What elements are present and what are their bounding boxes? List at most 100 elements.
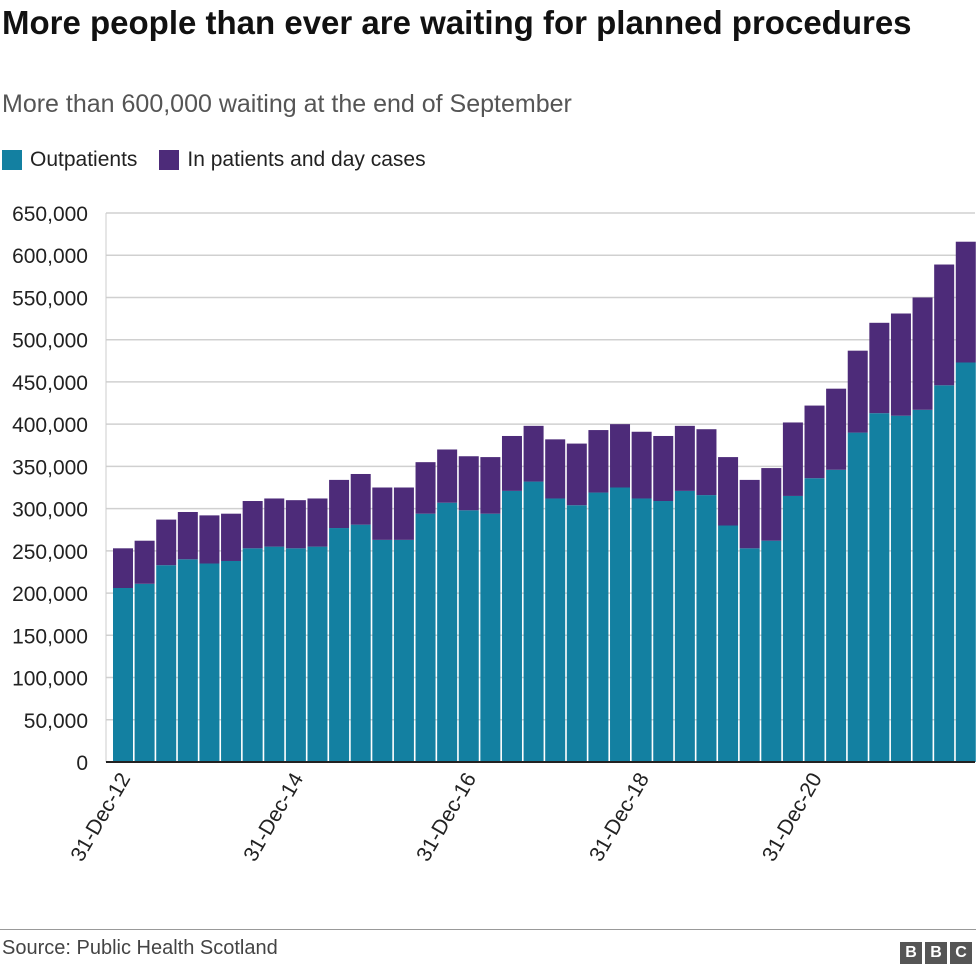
bar-inpatients	[113, 548, 133, 589]
y-tick-label: 150,000	[12, 625, 88, 648]
bar-outpatients	[199, 563, 220, 762]
bar-inpatients	[501, 435, 522, 491]
bar-inpatients	[804, 405, 825, 479]
bar-outpatients	[566, 505, 587, 762]
bar-inpatients	[307, 498, 328, 547]
bar-inpatients	[437, 449, 458, 503]
bar-outpatients	[761, 540, 782, 762]
bar-inpatients	[588, 430, 609, 493]
bar-outpatients	[718, 525, 739, 762]
x-tick-label: 31-Dec-18	[585, 769, 654, 865]
bar-inpatients	[934, 264, 955, 386]
bar-outpatients	[480, 513, 501, 762]
bar-inpatients	[156, 519, 177, 566]
y-tick-label: 550,000	[12, 287, 88, 310]
y-tick-label: 200,000	[12, 583, 88, 606]
y-tick-label: 600,000	[12, 245, 88, 268]
bar-inpatients	[415, 462, 436, 514]
bar-inpatients	[329, 479, 350, 529]
y-tick-label: 400,000	[12, 414, 88, 437]
legend-swatch-outpatients	[2, 150, 22, 170]
bar-outpatients	[372, 539, 393, 762]
bar-inpatients	[718, 457, 739, 526]
chart-subtitle: More than 600,000 waiting at the end of …	[2, 90, 572, 118]
bar-outpatients	[739, 548, 760, 762]
bar-outpatients	[285, 548, 306, 762]
chart-title: More people than ever are waiting for pl…	[2, 4, 912, 41]
bar-inpatients	[912, 297, 933, 410]
legend-item-inpatients: In patients and day cases	[159, 148, 426, 172]
bar-outpatients	[350, 524, 371, 762]
bar-outpatients	[264, 546, 285, 762]
bar-inpatients	[653, 435, 674, 502]
bar-inpatients	[847, 350, 868, 433]
y-tick-label: 0	[76, 752, 88, 775]
bar-inpatients	[545, 439, 566, 499]
legend: Outpatients In patients and day cases	[2, 148, 448, 172]
bar-outpatients	[804, 478, 825, 762]
bar-outpatients	[415, 513, 436, 762]
bar-inpatients	[480, 457, 501, 514]
bar-outpatients	[869, 413, 890, 762]
bar-inpatients	[696, 429, 717, 496]
bar-inpatients	[566, 443, 587, 506]
bar-outpatients	[674, 490, 695, 762]
bar-outpatients	[134, 583, 155, 762]
y-tick-label: 300,000	[12, 499, 88, 522]
legend-swatch-inpatients	[159, 150, 180, 170]
bar-outpatients	[588, 492, 609, 762]
y-tick-label: 350,000	[12, 456, 88, 479]
bar-outpatients	[458, 510, 479, 762]
x-tick-label: 31-Dec-14	[239, 769, 308, 866]
bar-outpatients	[501, 490, 522, 762]
bar-inpatients	[264, 498, 285, 547]
bar-outpatients	[177, 559, 198, 762]
bar-inpatients	[134, 540, 155, 584]
bar-outpatients	[437, 502, 458, 762]
x-tick-label: 31-Dec-12	[66, 769, 135, 865]
x-tick-label: 31-Dec-16	[412, 769, 481, 865]
bar-outpatients	[523, 481, 544, 762]
bar-outpatients	[610, 487, 631, 762]
bar-outpatients	[934, 385, 955, 762]
bar-outpatients	[653, 501, 674, 762]
bar-outpatients	[782, 495, 803, 762]
bar-inpatients	[869, 322, 890, 414]
y-tick-label: 50,000	[24, 710, 88, 733]
bar-inpatients	[221, 513, 242, 561]
bar-inpatients	[523, 425, 544, 482]
bar-inpatients	[890, 313, 911, 416]
bar-inpatients	[372, 487, 393, 540]
bar-inpatients	[826, 388, 847, 470]
bar-outpatients	[696, 495, 717, 762]
bar-chart: 0 50,000 100,000 150,000 200,000 250,000 300,0…	[12, 203, 976, 866]
bar-outpatients	[847, 432, 868, 762]
legend-label-outpatients: Outpatients	[30, 148, 138, 171]
x-tick-label: 31-Dec-20	[758, 769, 827, 865]
bar-inpatients	[242, 501, 263, 549]
bar-outpatients	[826, 469, 847, 762]
y-tick-label: 450,000	[12, 372, 88, 395]
bar-inpatients	[285, 500, 306, 549]
bar-outpatients	[113, 588, 133, 762]
y-tick-label: 100,000	[12, 668, 88, 691]
bar-outpatients	[890, 415, 911, 762]
bar-inpatients	[199, 515, 220, 564]
bar-inpatients	[610, 424, 631, 488]
bar-outpatients	[156, 565, 177, 762]
bar-inpatients	[782, 422, 803, 496]
bar-inpatients	[674, 425, 695, 491]
y-tick-label: 500,000	[12, 330, 88, 353]
bar-outpatients	[242, 548, 263, 762]
bar-outpatients	[221, 560, 242, 762]
bar-outpatients	[393, 539, 414, 762]
bar-outpatients	[631, 498, 652, 762]
bar-inpatients	[739, 479, 760, 549]
bar-inpatients	[393, 487, 414, 540]
footer-divider	[0, 929, 976, 930]
bar-inpatients	[631, 431, 652, 499]
bar-outpatients	[955, 362, 976, 762]
bar-inpatients	[955, 241, 976, 363]
bar-outpatients	[307, 546, 328, 762]
